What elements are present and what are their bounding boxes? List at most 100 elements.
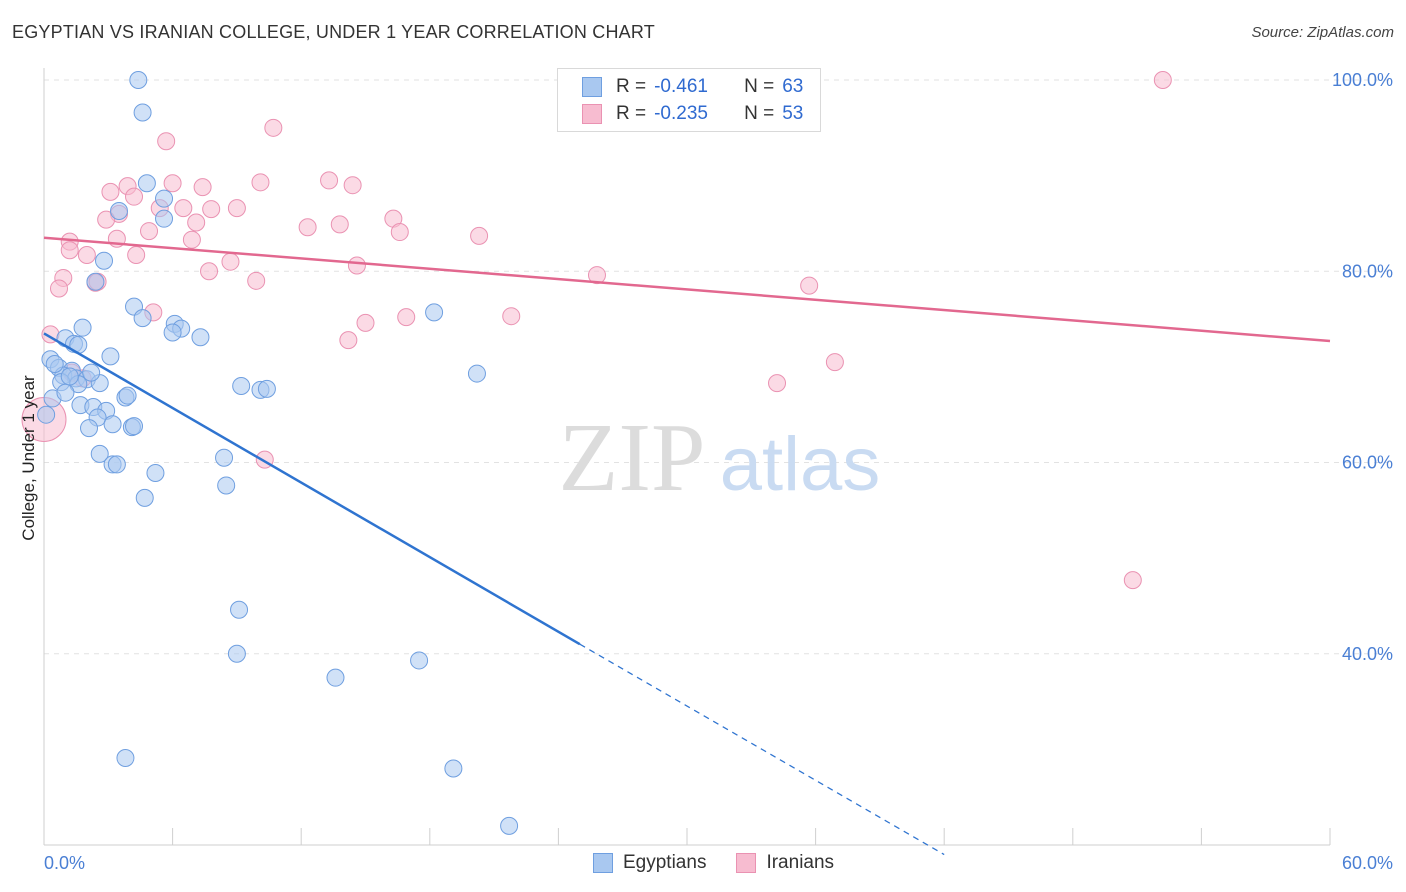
egyptians-point <box>425 303 444 322</box>
iranians-point <box>339 331 358 350</box>
iranians-point <box>221 252 240 271</box>
egyptians-point <box>129 71 148 89</box>
egyptians-point <box>103 415 122 434</box>
iranians-swatch <box>736 853 757 873</box>
y-tick-label: 80.0% <box>1342 261 1393 281</box>
egyptians-point <box>467 364 486 383</box>
iranians-point <box>187 213 206 232</box>
egyptians-point <box>135 488 154 507</box>
legend-n-value: 63 <box>782 76 804 97</box>
tick-labels: 40.0% 60.0% 80.0% 100.0% 0.0% 60.0% <box>44 70 1393 873</box>
iranians-point <box>587 266 606 285</box>
chart-title: EGYPTIAN VS IRANIAN COLLEGE, UNDER 1 YEA… <box>12 22 655 42</box>
egyptians-point <box>37 405 56 424</box>
egyptians-swatch <box>582 77 602 97</box>
watermark-atlas: atlas <box>720 422 881 507</box>
legend-n-label: N = <box>744 76 775 97</box>
egyptians-trend-line <box>43 332 581 646</box>
egyptians-point <box>500 816 519 835</box>
legend-item-iranians: Iranians <box>736 852 834 874</box>
iranians-point <box>330 215 349 234</box>
egyptians-point <box>137 174 156 193</box>
iranians-point <box>227 199 246 218</box>
egyptians-trend-extension <box>579 643 945 856</box>
iranians-point <box>140 222 159 241</box>
egyptians-point <box>95 251 114 270</box>
egyptians-point <box>133 103 152 122</box>
egyptians-point <box>133 309 152 328</box>
legend-r-value: -0.235 <box>654 103 708 124</box>
iranians-point <box>97 210 116 229</box>
legend-label-egyptians: Egyptians <box>623 852 707 873</box>
egyptians-point <box>230 600 249 619</box>
iranians-point <box>768 374 787 393</box>
legend-r-label: R = <box>616 76 647 97</box>
iranians-point <box>343 176 362 195</box>
iranians-point <box>182 230 201 249</box>
axes <box>43 68 1331 846</box>
iranians-point <box>127 245 146 264</box>
egyptians-point <box>86 272 105 291</box>
egyptians-point <box>232 377 251 395</box>
y-tick-label: 100.0% <box>1332 70 1393 90</box>
stats-legend: R = -0.461 N = 63 R = -0.235 N = 53 <box>557 68 821 132</box>
iranians-point <box>193 178 212 197</box>
egyptians-point <box>90 444 109 463</box>
egyptians-point <box>101 347 120 366</box>
egyptians-point <box>107 455 126 474</box>
y-tick-label: 40.0% <box>1342 644 1393 664</box>
iranians-trend-line <box>43 236 1331 343</box>
iranians-point <box>200 262 219 281</box>
iranians-point <box>60 241 79 260</box>
egyptians-point <box>146 464 165 483</box>
legend-item-egyptians: Egyptians <box>593 852 706 874</box>
legend-n-value: 53 <box>782 103 804 124</box>
egyptians-swatch <box>593 853 613 873</box>
legend-label-iranians: Iranians <box>766 852 835 873</box>
egyptians-point <box>80 419 99 438</box>
iranians-point <box>174 199 193 218</box>
y-tick-label: 60.0% <box>1342 453 1393 473</box>
iranians-point <box>101 182 120 201</box>
egyptians-point <box>45 355 64 374</box>
iranians-point <box>800 276 819 295</box>
iranians-point <box>163 174 182 193</box>
iranians-point <box>1123 571 1142 590</box>
iranians-point <box>470 226 489 245</box>
iranians-point <box>157 132 176 151</box>
legend-n-label: N = <box>744 103 775 124</box>
x-tick-label: 0.0% <box>44 853 85 873</box>
egyptians-point <box>155 209 174 228</box>
iranians-point <box>356 313 375 332</box>
watermark-zip: ZIP <box>559 404 706 512</box>
egyptians-point <box>118 386 137 405</box>
iranians-swatch <box>582 104 602 124</box>
iranians-point <box>202 200 221 219</box>
iranians-point <box>251 173 270 192</box>
iranians-point <box>320 171 339 190</box>
egyptians-point <box>125 417 144 436</box>
egyptians-point <box>60 367 79 386</box>
egyptians-point <box>110 202 129 221</box>
egyptians-point <box>56 383 75 402</box>
egyptians-point <box>217 476 236 495</box>
iranians-point <box>1153 71 1172 89</box>
trend-lines <box>43 236 1331 856</box>
iranians-point <box>825 353 844 372</box>
y-axis-label: College, Under 1 year <box>19 375 38 541</box>
chart-source: Source: ZipAtlas.com <box>1251 24 1394 41</box>
iranians-point <box>298 218 317 237</box>
egyptians-point <box>163 323 182 342</box>
legend-row-iranians: R = -0.235 N = 53 <box>582 101 803 127</box>
iranians-point <box>502 307 521 326</box>
iranians-point <box>390 223 409 242</box>
iranians-point <box>264 118 283 137</box>
egyptians-point <box>410 651 429 670</box>
grid-lines <box>44 79 1392 655</box>
egyptians-point <box>227 644 246 663</box>
iranians-point <box>247 271 266 290</box>
egyptians-point <box>73 318 92 337</box>
iranians-point <box>347 256 366 275</box>
egyptians-point <box>82 363 101 382</box>
